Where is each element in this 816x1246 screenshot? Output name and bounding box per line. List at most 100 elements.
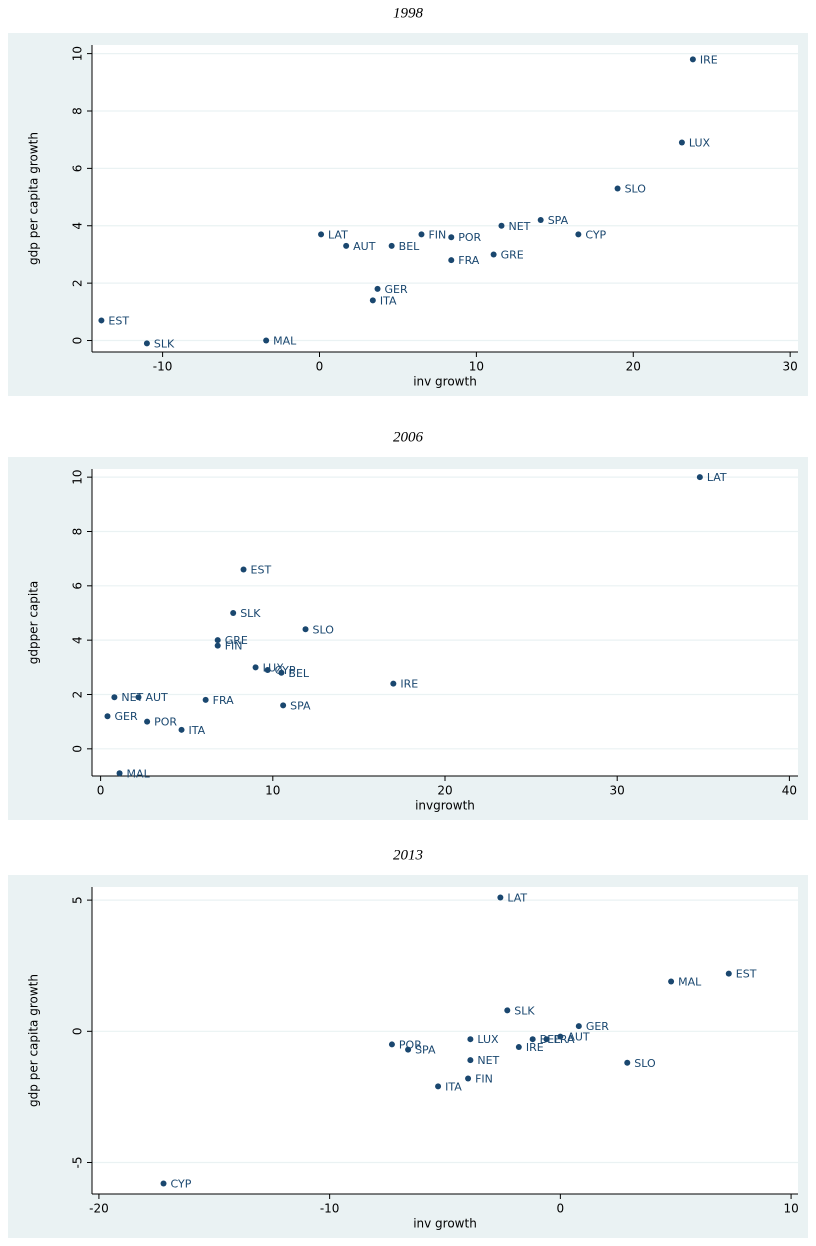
point-label: NET xyxy=(508,220,530,233)
y-axis-label: gdp per capita growth xyxy=(27,974,41,1107)
x-tick-label: 20 xyxy=(437,784,452,798)
point-label: LUX xyxy=(477,1033,499,1046)
point xyxy=(252,664,259,671)
point-label: FIN xyxy=(225,640,243,653)
point-label: AUT xyxy=(145,691,168,704)
y-axis-label: gdpper capita xyxy=(27,581,41,665)
point xyxy=(497,894,504,901)
point-label: FIN xyxy=(428,228,446,241)
point xyxy=(104,713,111,720)
y-tick-label: 6 xyxy=(71,165,85,173)
point xyxy=(280,702,287,709)
y-tick-label: 4 xyxy=(71,222,85,230)
point xyxy=(575,231,582,238)
y-tick-label: 10 xyxy=(71,470,85,485)
x-tick-label: 20 xyxy=(626,360,641,374)
point xyxy=(388,242,395,249)
point xyxy=(575,1023,582,1030)
point-label: LAT xyxy=(707,471,727,484)
y-tick-label: 4 xyxy=(71,636,85,644)
point xyxy=(435,1083,442,1090)
point xyxy=(202,696,209,703)
point xyxy=(696,474,703,481)
y-tick-label: 2 xyxy=(71,279,85,287)
point-label: EST xyxy=(736,968,757,981)
point-label: CYP xyxy=(585,228,606,241)
point xyxy=(614,185,621,192)
point xyxy=(264,667,271,674)
point xyxy=(214,642,221,649)
x-axis-label: inv growth xyxy=(413,1217,477,1231)
y-tick-label: 10 xyxy=(71,46,85,61)
point xyxy=(178,726,185,733)
point xyxy=(624,1059,631,1066)
point-label: IRE xyxy=(526,1041,544,1054)
plot-area xyxy=(92,45,798,352)
plot-area xyxy=(92,887,798,1194)
y-axis-label: gdp per capita growth xyxy=(27,132,41,265)
point xyxy=(388,1041,395,1048)
point-label: POR xyxy=(399,1038,422,1051)
x-tick-label: 10 xyxy=(469,360,484,374)
point-label: EST xyxy=(108,314,129,327)
point-label: LUX xyxy=(689,137,711,150)
y-tick-label: 8 xyxy=(71,107,85,115)
point xyxy=(490,251,497,258)
chart-title: 1998 xyxy=(393,5,424,21)
point-label: SPA xyxy=(290,699,311,712)
plot-area xyxy=(92,469,798,776)
point-label: ITA xyxy=(380,294,397,307)
point xyxy=(689,56,696,63)
point-label: AUT xyxy=(567,1031,590,1044)
point-label: SLO xyxy=(634,1057,656,1070)
point-label: EST xyxy=(251,564,272,577)
point-label: AUT xyxy=(353,240,376,253)
point-label: BEL xyxy=(288,667,309,680)
point-label: SLO xyxy=(313,623,335,636)
point xyxy=(160,1180,167,1187)
x-tick-label: 10 xyxy=(783,1202,798,1216)
y-tick-label: 2 xyxy=(71,691,85,699)
point-label: MAL xyxy=(678,975,702,988)
point-label: FIN xyxy=(475,1073,493,1086)
y-tick-label: 8 xyxy=(71,528,85,536)
point xyxy=(302,626,309,633)
point xyxy=(498,222,505,229)
point-label: SLK xyxy=(240,607,261,620)
y-tick-label: 0 xyxy=(71,745,85,753)
point xyxy=(504,1007,511,1014)
point xyxy=(135,694,142,701)
point xyxy=(529,1036,536,1043)
point xyxy=(557,1033,564,1040)
point xyxy=(405,1046,412,1053)
point xyxy=(374,285,381,292)
point-label: ITA xyxy=(445,1080,462,1093)
point-label: GER xyxy=(114,710,137,723)
point-label: ITA xyxy=(189,724,206,737)
point xyxy=(111,694,118,701)
point-label: POR xyxy=(154,716,177,729)
point-label: LAT xyxy=(328,228,348,241)
point xyxy=(369,297,376,304)
point xyxy=(98,317,105,324)
point xyxy=(230,609,237,616)
point xyxy=(214,637,221,644)
x-tick-label: -10 xyxy=(320,1202,340,1216)
point-label: MAL xyxy=(273,335,297,348)
point xyxy=(678,139,685,146)
point xyxy=(240,566,247,573)
point xyxy=(143,340,150,347)
y-tick-label: 5 xyxy=(71,896,85,904)
point xyxy=(668,978,675,985)
point-label: SLK xyxy=(514,1004,535,1017)
point-label: SPA xyxy=(548,214,569,227)
point-label: SLO xyxy=(625,182,647,195)
x-tick-label: 30 xyxy=(610,784,625,798)
point xyxy=(418,231,425,238)
point xyxy=(537,217,544,224)
x-tick-label: 30 xyxy=(783,360,798,374)
point-label: POR xyxy=(458,231,481,244)
point-label: IRE xyxy=(400,678,418,691)
